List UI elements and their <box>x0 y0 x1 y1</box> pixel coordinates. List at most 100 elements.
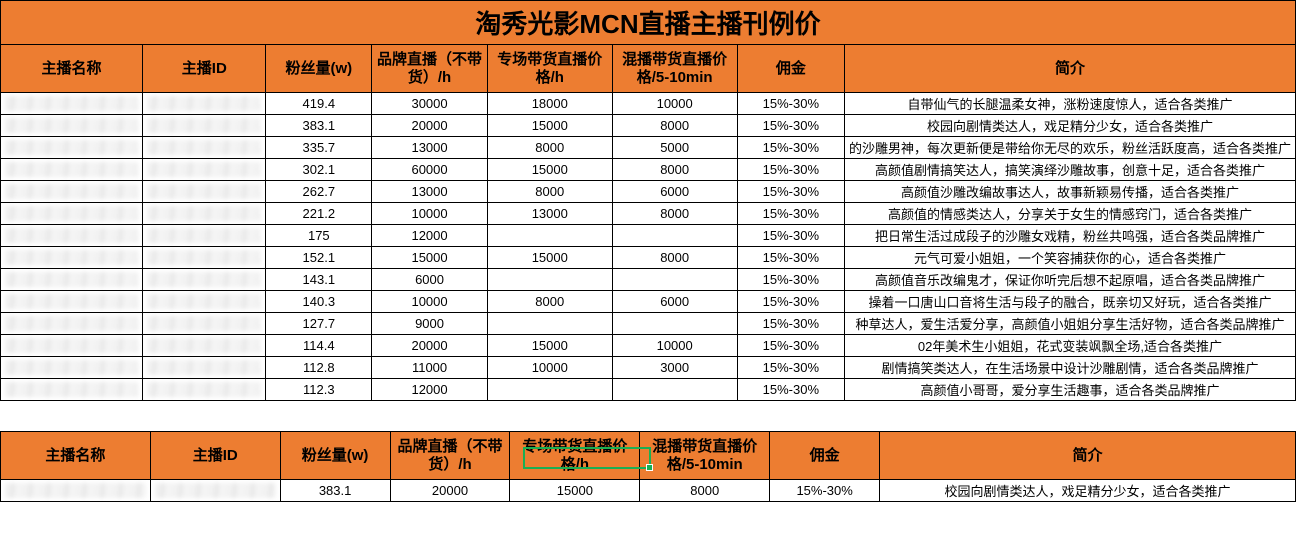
cell-commission[interactable]: 15%-30% <box>737 313 844 335</box>
cell-brand-price[interactable]: 20000 <box>372 335 488 357</box>
cell-brand-price[interactable]: 6000 <box>372 269 488 291</box>
cell-desc[interactable]: 自带仙气的长腿温柔女神，涨粉速度惊人，适合各类推广 <box>844 93 1295 115</box>
cell-commission[interactable]: 15%-30% <box>770 480 880 502</box>
cell-name-redacted[interactable] <box>1 313 143 335</box>
cell-special-price[interactable] <box>487 313 612 335</box>
cell-mixed-price[interactable]: 8000 <box>612 247 737 269</box>
table-row[interactable]: 112.31200015%-30%高颜值小哥哥，爱分享生活趣事，适合各类品牌推广 <box>1 379 1296 401</box>
cell-brand-price[interactable]: 30000 <box>372 93 488 115</box>
main-table[interactable]: 淘秀光影MCN直播主播刊例价 主播名称 主播ID 粉丝量(w) 品牌直播（不带货… <box>0 0 1296 401</box>
cell-name-redacted[interactable] <box>1 357 143 379</box>
cell-fans[interactable]: 262.7 <box>266 181 372 203</box>
cell-special-price[interactable]: 8000 <box>487 137 612 159</box>
col-header-name[interactable]: 主播名称 <box>1 45 143 93</box>
cell-special-price[interactable]: 15000 <box>510 480 640 502</box>
cell-brand-price[interactable]: 10000 <box>372 291 488 313</box>
cell-mixed-price[interactable] <box>612 225 737 247</box>
cell-commission[interactable]: 15%-30% <box>737 335 844 357</box>
cell-desc[interactable]: 校园向剧情类达人，戏足精分少女，适合各类推广 <box>844 115 1295 137</box>
cell-name-redacted[interactable] <box>1 225 143 247</box>
cell-brand-price[interactable]: 20000 <box>390 480 510 502</box>
table-row[interactable]: 302.16000015000800015%-30%高颜值剧情搞笑达人，搞笑演绎… <box>1 159 1296 181</box>
cell-special-price[interactable] <box>487 225 612 247</box>
cell-desc[interactable]: 高颜值剧情搞笑达人，搞笑演绎沙雕故事，创意十足，适合各类推广 <box>844 159 1295 181</box>
cell-name-redacted[interactable] <box>1 247 143 269</box>
cell-fans[interactable]: 335.7 <box>266 137 372 159</box>
cell-desc[interactable]: 剧情搞笑类达人，在生活场景中设计沙雕剧情，适合各类品牌推广 <box>844 357 1295 379</box>
cell-desc[interactable]: 高颜值的情感类达人，分享关于女生的情感窍门，适合各类推广 <box>844 203 1295 225</box>
col-header-fans-2[interactable]: 粉丝量(w) <box>280 432 390 480</box>
cell-id-redacted[interactable] <box>143 93 266 115</box>
cell-name-redacted[interactable] <box>1 181 143 203</box>
cell-commission[interactable]: 15%-30% <box>737 93 844 115</box>
cell-brand-price[interactable]: 10000 <box>372 203 488 225</box>
cell-id-redacted[interactable] <box>143 159 266 181</box>
cell-special-price[interactable]: 8000 <box>487 181 612 203</box>
cell-mixed-price[interactable]: 10000 <box>612 335 737 357</box>
cell-brand-price[interactable]: 20000 <box>372 115 488 137</box>
spreadsheet[interactable]: 淘秀光影MCN直播主播刊例价 主播名称 主播ID 粉丝量(w) 品牌直播（不带货… <box>0 0 1296 502</box>
cell-mixed-price[interactable]: 8000 <box>612 115 737 137</box>
cell-id-redacted[interactable] <box>143 291 266 313</box>
cell-brand-price[interactable]: 60000 <box>372 159 488 181</box>
cell-brand-price[interactable]: 15000 <box>372 247 488 269</box>
table-row[interactable]: 112.81100010000300015%-30%剧情搞笑类达人，在生活场景中… <box>1 357 1296 379</box>
cell-special-price[interactable]: 13000 <box>487 203 612 225</box>
cell-fans[interactable]: 419.4 <box>266 93 372 115</box>
cell-special-price[interactable] <box>487 379 612 401</box>
cell-id-redacted[interactable] <box>143 335 266 357</box>
col-header-commission-2[interactable]: 佣金 <box>770 432 880 480</box>
cell-fans[interactable]: 152.1 <box>266 247 372 269</box>
cell-name-redacted[interactable] <box>1 269 143 291</box>
table-row[interactable]: 335.7130008000500015%-30%的沙雕男神，每次更新便是带给你… <box>1 137 1296 159</box>
cell-mixed-price[interactable] <box>612 313 737 335</box>
cell-fans[interactable]: 302.1 <box>266 159 372 181</box>
cell-fans[interactable]: 143.1 <box>266 269 372 291</box>
col-header-mixed-price-2[interactable]: 混播带货直播价格/5-10min <box>640 432 770 480</box>
cell-id-redacted[interactable] <box>143 137 266 159</box>
cell-name-redacted[interactable] <box>1 203 143 225</box>
cell-commission[interactable]: 15%-30% <box>737 159 844 181</box>
second-table[interactable]: 主播名称 主播ID 粉丝量(w) 品牌直播（不带货）/h 专场带货直播价格/h … <box>0 431 1296 502</box>
cell-fans[interactable]: 140.3 <box>266 291 372 313</box>
cell-desc[interactable]: 高颜值沙雕改编故事达人，故事新颖易传播，适合各类推广 <box>844 181 1295 203</box>
cell-desc[interactable]: 02年美术生小姐姐，花式变装飒飘全场,适合各类推广 <box>844 335 1295 357</box>
cell-fans[interactable]: 112.8 <box>266 357 372 379</box>
cell-desc[interactable]: 操着一口唐山口音将生活与段子的融合，既亲切又好玩，适合各类推广 <box>844 291 1295 313</box>
cell-id-redacted[interactable] <box>143 313 266 335</box>
col-header-special-price[interactable]: 专场带货直播价格/h <box>487 45 612 93</box>
cell-desc[interactable]: 高颜值小哥哥，爱分享生活趣事，适合各类品牌推广 <box>844 379 1295 401</box>
col-header-desc-2[interactable]: 简介 <box>880 432 1296 480</box>
table-row[interactable]: 262.7130008000600015%-30%高颜值沙雕改编故事达人，故事新… <box>1 181 1296 203</box>
cell-fans[interactable]: 383.1 <box>280 480 390 502</box>
cell-id-redacted[interactable] <box>143 269 266 291</box>
cell-fans[interactable]: 175 <box>266 225 372 247</box>
cell-special-price[interactable]: 15000 <box>487 115 612 137</box>
cell-special-price[interactable]: 15000 <box>487 335 612 357</box>
col-header-desc[interactable]: 简介 <box>844 45 1295 93</box>
cell-mixed-price[interactable]: 8000 <box>640 480 770 502</box>
cell-id-redacted[interactable] <box>150 480 280 502</box>
col-header-commission[interactable]: 佣金 <box>737 45 844 93</box>
col-header-brand-price[interactable]: 品牌直播（不带货）/h <box>372 45 488 93</box>
cell-desc[interactable]: 元气可爱小姐姐，一个笑容捕获你的心，适合各类推广 <box>844 247 1295 269</box>
cell-name-redacted[interactable] <box>1 159 143 181</box>
cell-commission[interactable]: 15%-30% <box>737 291 844 313</box>
cell-commission[interactable]: 15%-30% <box>737 225 844 247</box>
cell-desc[interactable]: 高颜值音乐改编鬼才，保证你听完后想不起原唱，适合各类品牌推广 <box>844 269 1295 291</box>
table-row[interactable]: 419.430000180001000015%-30%自带仙气的长腿温柔女神，涨… <box>1 93 1296 115</box>
cell-fans[interactable]: 114.4 <box>266 335 372 357</box>
cell-commission[interactable]: 15%-30% <box>737 379 844 401</box>
table-row[interactable]: 221.21000013000800015%-30%高颜值的情感类达人，分享关于… <box>1 203 1296 225</box>
cell-mixed-price[interactable]: 8000 <box>612 203 737 225</box>
col-header-fans[interactable]: 粉丝量(w) <box>266 45 372 93</box>
cell-desc[interactable]: 校园向剧情类达人，戏足精分少女，适合各类推广 <box>880 480 1296 502</box>
table-row[interactable]: 140.3100008000600015%-30%操着一口唐山口音将生活与段子的… <box>1 291 1296 313</box>
table-row[interactable]: 143.1600015%-30%高颜值音乐改编鬼才，保证你听完后想不起原唱，适合… <box>1 269 1296 291</box>
cell-desc[interactable]: 把日常生活过成段子的沙雕女戏精，粉丝共鸣强，适合各类品牌推广 <box>844 225 1295 247</box>
cell-mixed-price[interactable]: 6000 <box>612 181 737 203</box>
cell-mixed-price[interactable]: 10000 <box>612 93 737 115</box>
col-header-id[interactable]: 主播ID <box>143 45 266 93</box>
cell-name-redacted[interactable] <box>1 291 143 313</box>
cell-id-redacted[interactable] <box>143 379 266 401</box>
